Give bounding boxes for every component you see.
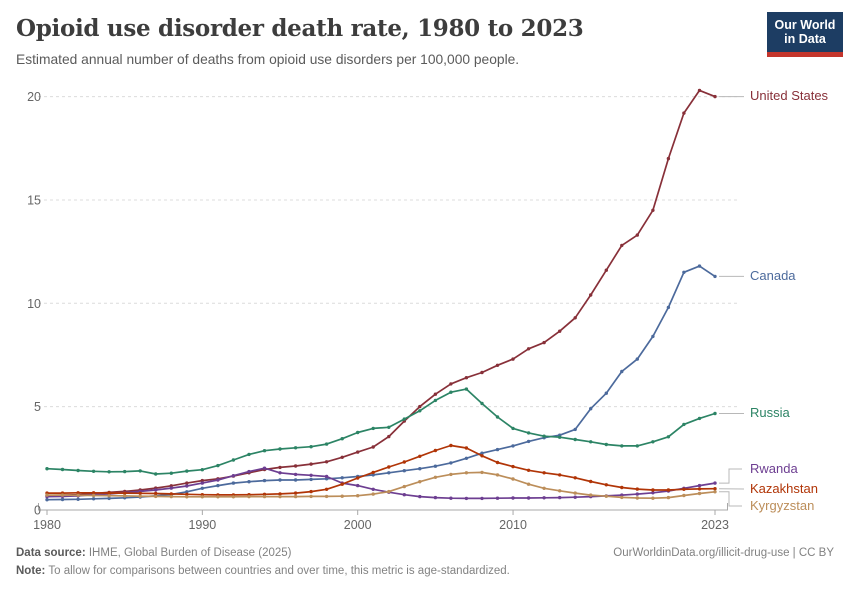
chart-note: Note: To allow for comparisons between c… <box>16 565 510 577</box>
svg-text:20: 20 <box>27 90 41 104</box>
x-axis: 1980 1990 2000 2010 2023 <box>33 503 729 532</box>
series-label-russia[interactable]: Russia <box>750 405 790 420</box>
svg-text:1980: 1980 <box>33 518 61 532</box>
chart-footer: Data source: IHME, Global Burden of Dise… <box>16 547 834 577</box>
license-link[interactable]: OurWorldinData.org/illicit-drug-use | CC… <box>613 547 834 559</box>
chart-svg: 1980 1990 2000 2010 2023 0 5 10 15 20 <box>27 88 745 532</box>
owid-logo[interactable]: Our World in Data <box>767 12 843 57</box>
series-line-united-states <box>45 88 744 498</box>
svg-text:0: 0 <box>34 504 41 518</box>
svg-text:2023: 2023 <box>701 518 729 532</box>
svg-text:15: 15 <box>27 193 41 207</box>
gridlines <box>38 96 738 408</box>
series-line-russia <box>45 387 745 476</box>
svg-text:2010: 2010 <box>499 518 527 532</box>
series-label-united-states[interactable]: United States <box>750 88 829 103</box>
y-axis: 0 5 10 15 20 <box>27 90 41 517</box>
series-label-kazakhstan[interactable]: Kazakhstan <box>750 481 818 496</box>
svg-text:1990: 1990 <box>188 518 216 532</box>
svg-text:5: 5 <box>34 400 41 414</box>
series-label-rwanda[interactable]: Rwanda <box>750 461 798 476</box>
page-title: Opioid use disorder death rate, 1980 to … <box>16 15 584 42</box>
series-label-kyrgyzstan[interactable]: Kyrgyzstan <box>750 498 815 513</box>
chart-area: 1980 1990 2000 2010 2023 0 5 10 15 20 <box>0 78 850 540</box>
label-connector <box>719 468 742 484</box>
svg-text:10: 10 <box>27 297 41 311</box>
series-line-kyrgyzstan <box>45 470 742 507</box>
label-connector <box>719 491 742 507</box>
series-label-canada[interactable]: Canada <box>750 268 796 283</box>
data-source: Data source: IHME, Global Burden of Dise… <box>16 547 292 559</box>
page-subtitle: Estimated annual number of deaths from o… <box>16 52 520 67</box>
svg-text:2000: 2000 <box>344 518 372 532</box>
owid-logo-text: Our World in Data <box>774 17 836 47</box>
